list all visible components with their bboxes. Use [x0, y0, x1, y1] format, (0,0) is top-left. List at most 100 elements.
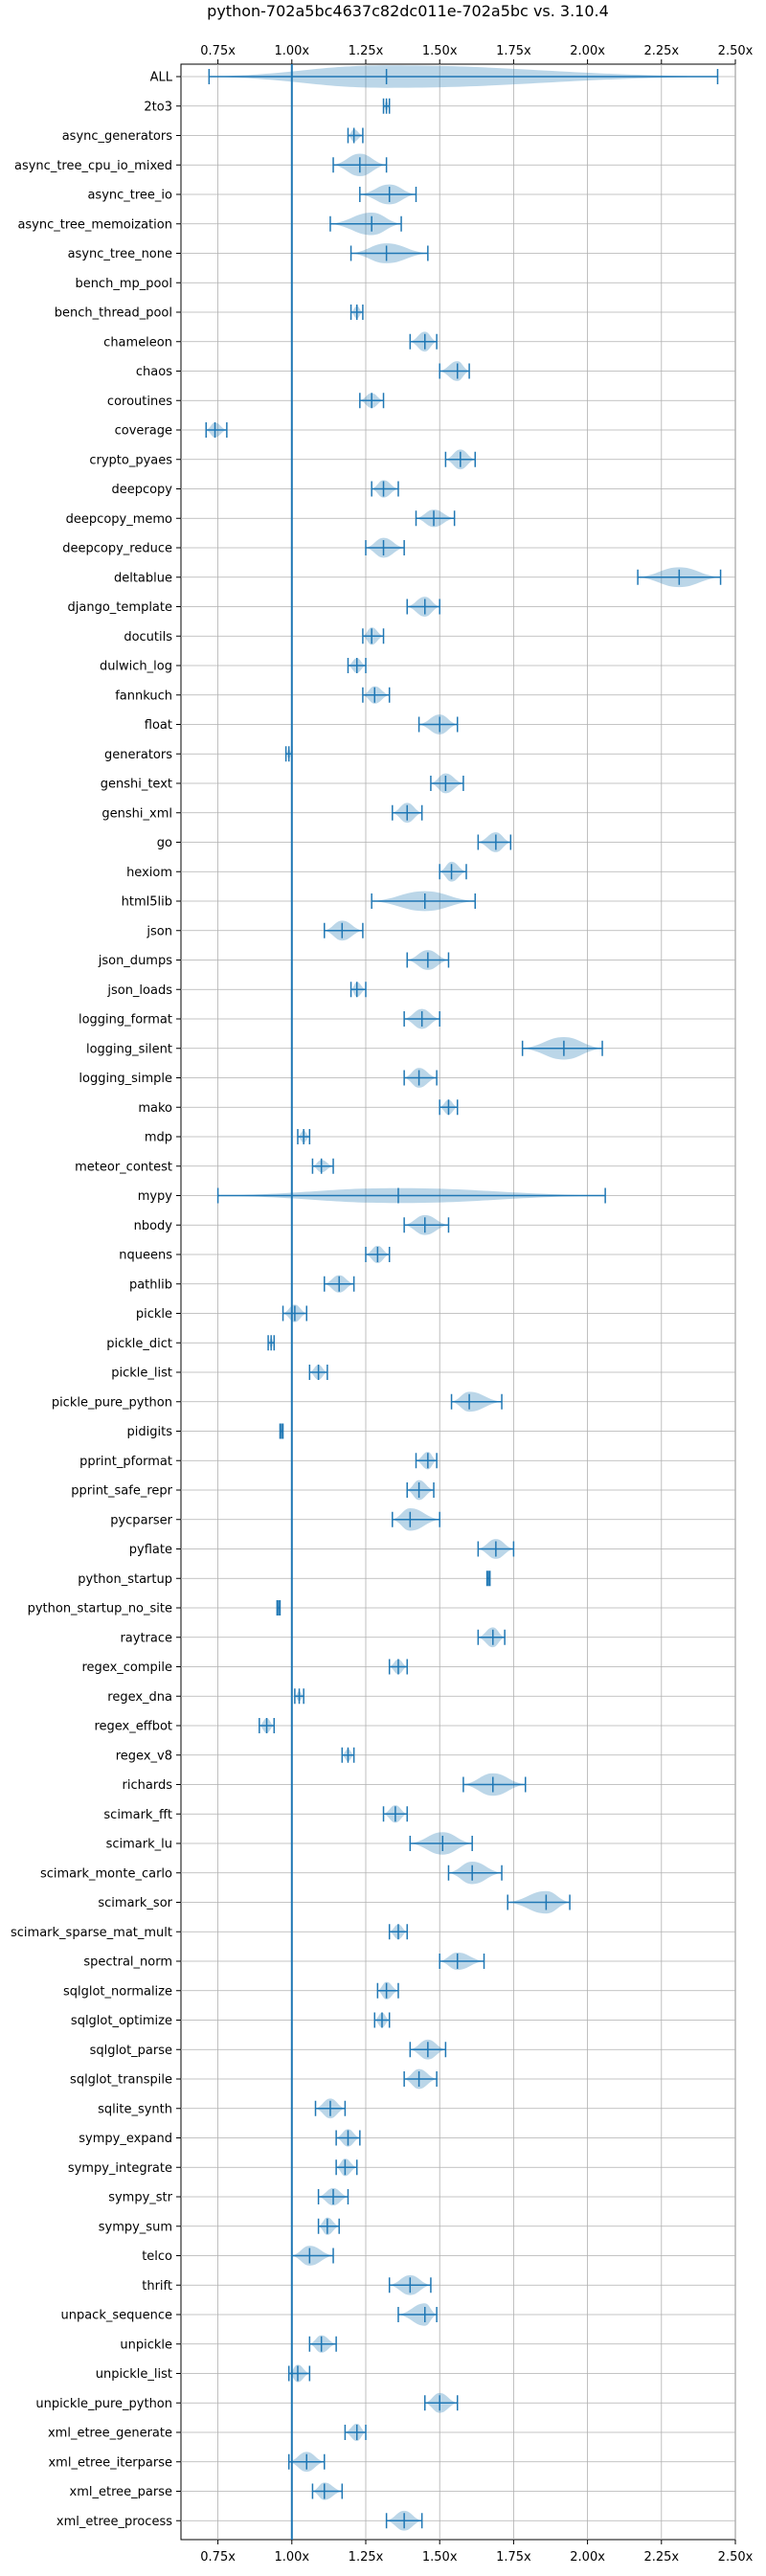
y-tick-label: unpickle_pure_python — [35, 2397, 172, 2411]
chart-title: python-702a5bc4637c82dc011e-702a5bc vs. … — [207, 2, 609, 20]
y-tick-label: logging_simple — [79, 1072, 172, 1086]
y-tick-label: python_startup — [78, 1572, 172, 1587]
y-axis-labels: ALL 2to3 async_generators async_tree_cpu_io… — [11, 71, 181, 2529]
y-tick-label: pickle_pure_python — [52, 1395, 172, 1410]
y-tick-label: dulwich_log — [100, 660, 172, 674]
y-tick-label: sympy_sum — [99, 2220, 172, 2234]
plot-area-frame — [180, 63, 736, 2541]
y-tick-label: genshi_text — [101, 778, 172, 792]
y-tick-label: python_startup_no_site — [28, 1602, 172, 1616]
y-tick-label: generators — [104, 748, 172, 762]
y-tick-label: hexiom — [126, 866, 172, 880]
y-tick-label: coroutines — [107, 395, 172, 409]
y-tick-label: docutils — [124, 630, 172, 644]
y-tick-label: sympy_integrate — [68, 2161, 172, 2176]
y-tick-label: pprint_safe_repr — [71, 1484, 172, 1499]
y-tick-label: logging_silent — [86, 1042, 172, 1056]
y-tick-label: async_generators — [62, 129, 173, 144]
y-tick-label: pycparser — [110, 1513, 172, 1527]
y-tick-label: json — [146, 924, 172, 938]
y-tick-label: fannkuch — [115, 689, 172, 703]
y-tick-label: mdp — [145, 1131, 172, 1145]
x-tick-label-bottom: 1.00x — [274, 2550, 309, 2565]
y-tick-label: pickle — [136, 1307, 172, 1322]
y-tick-label: float — [145, 718, 172, 733]
y-tick-label: coverage — [115, 424, 172, 439]
y-tick-label: pathlib — [129, 1277, 172, 1292]
y-tick-label: json_loads — [106, 983, 172, 998]
y-tick-label: django_template — [68, 600, 172, 615]
y-tick-label: sympy_str — [108, 2191, 172, 2205]
y-tick-label: bench_mp_pool — [75, 277, 172, 291]
y-tick-label: sqlite_synth — [98, 2102, 172, 2116]
y-tick-label: pyflate — [129, 1543, 172, 1557]
y-tick-label: chaos — [136, 365, 172, 379]
y-tick-label: regex_compile — [81, 1661, 172, 1675]
y-tick-label: mako — [138, 1101, 172, 1116]
y-tick-label: pidigits — [127, 1425, 173, 1439]
violins-layer — [205, 65, 722, 2531]
x-tick-label-bottom: 1.25x — [349, 2550, 384, 2565]
y-tick-label: mypy — [138, 1189, 173, 1204]
y-tick-label: deepcopy_reduce — [62, 542, 172, 556]
x-tick-label-bottom: 2.50x — [718, 2550, 754, 2565]
y-tick-label: scimark_lu — [106, 1838, 172, 1852]
y-tick-label: regex_effbot — [94, 1720, 172, 1734]
y-tick-label: genshi_xml — [101, 806, 172, 821]
y-tick-label: chameleon — [103, 335, 172, 350]
y-tick-label: nqueens — [119, 1249, 172, 1263]
x-tick-label-bottom: 1.75x — [496, 2550, 531, 2565]
y-tick-label: async_tree_cpu_io_mixed — [14, 159, 172, 173]
y-tick-label: pickle_list — [111, 1367, 172, 1381]
y-tick-label: xml_etree_process — [56, 2515, 172, 2529]
x-tick-label-top: 1.50x — [422, 44, 458, 58]
y-tick-label: raytrace — [120, 1631, 172, 1645]
grid-lines — [181, 64, 736, 2540]
x-tick-label-top: 2.00x — [570, 44, 605, 58]
y-tick-label: unpack_sequence — [60, 2309, 172, 2323]
y-tick-label: html5lib — [122, 895, 172, 910]
x-axis-top-ticks: 0.75x 1.00x 1.25x 1.50x 1.75x 2.00x 2.25x 2.50x — [200, 44, 754, 64]
x-tick-label-top: 0.75x — [200, 44, 236, 58]
x-tick-label-bottom: 2.25x — [643, 2550, 679, 2565]
y-tick-label: 2to3 — [144, 100, 172, 114]
y-tick-label: crypto_pyaes — [89, 453, 172, 467]
y-tick-label: go — [157, 836, 172, 850]
y-tick-label: regex_dna — [107, 1690, 172, 1705]
y-tick-label: spectral_norm — [83, 1955, 172, 1970]
y-tick-label: thrift — [142, 2279, 172, 2294]
y-tick-label: xml_etree_parse — [70, 2485, 172, 2499]
x-tick-label-top: 1.75x — [496, 44, 531, 58]
y-tick-label: async_tree_io — [87, 189, 172, 203]
y-tick-label: ALL — [150, 71, 173, 85]
y-tick-label: scimark_sparse_mat_mult — [11, 1926, 172, 1940]
y-tick-label: telco — [142, 2249, 172, 2264]
y-tick-label: nbody — [134, 1219, 173, 1233]
y-tick-label: sympy_expand — [79, 2132, 172, 2146]
y-tick-label: scimark_monte_carlo — [40, 1866, 172, 1881]
y-tick-label: logging_format — [79, 1013, 172, 1028]
x-tick-label-bottom: 0.75x — [200, 2550, 236, 2565]
y-tick-label: async_tree_memoization — [17, 217, 172, 232]
y-tick-label: deepcopy_memo — [66, 512, 172, 527]
y-tick-label: richards — [123, 1778, 173, 1793]
y-tick-label: unpickle_list — [96, 2367, 172, 2382]
y-tick-label: deltablue — [114, 571, 172, 585]
y-tick-label: sqlglot_parse — [90, 2044, 172, 2058]
y-tick-label: pprint_pformat — [79, 1455, 172, 1469]
y-tick-label: sqlglot_transpile — [70, 2073, 172, 2088]
y-tick-label: async_tree_none — [68, 247, 172, 261]
x-axis-bottom-ticks: 0.75x 1.00x 1.25x 1.50x 1.75x 2.00x 2.25x 2.50x — [200, 2540, 754, 2565]
x-tick-label-top: 1.00x — [274, 44, 309, 58]
x-tick-label-top: 2.50x — [718, 44, 754, 58]
y-tick-label: regex_v8 — [116, 1749, 172, 1763]
y-tick-label: unpickle — [120, 2338, 172, 2352]
y-tick-label: xml_etree_generate — [48, 2427, 172, 2441]
y-tick-label: scimark_sor — [98, 1896, 172, 1910]
y-tick-label: meteor_contest — [75, 1160, 172, 1174]
y-tick-label: pickle_dict — [106, 1337, 172, 1351]
y-tick-label: json_dumps — [98, 954, 172, 968]
y-tick-label: sqlglot_normalize — [63, 1984, 172, 1999]
y-tick-label: deepcopy — [111, 483, 172, 497]
